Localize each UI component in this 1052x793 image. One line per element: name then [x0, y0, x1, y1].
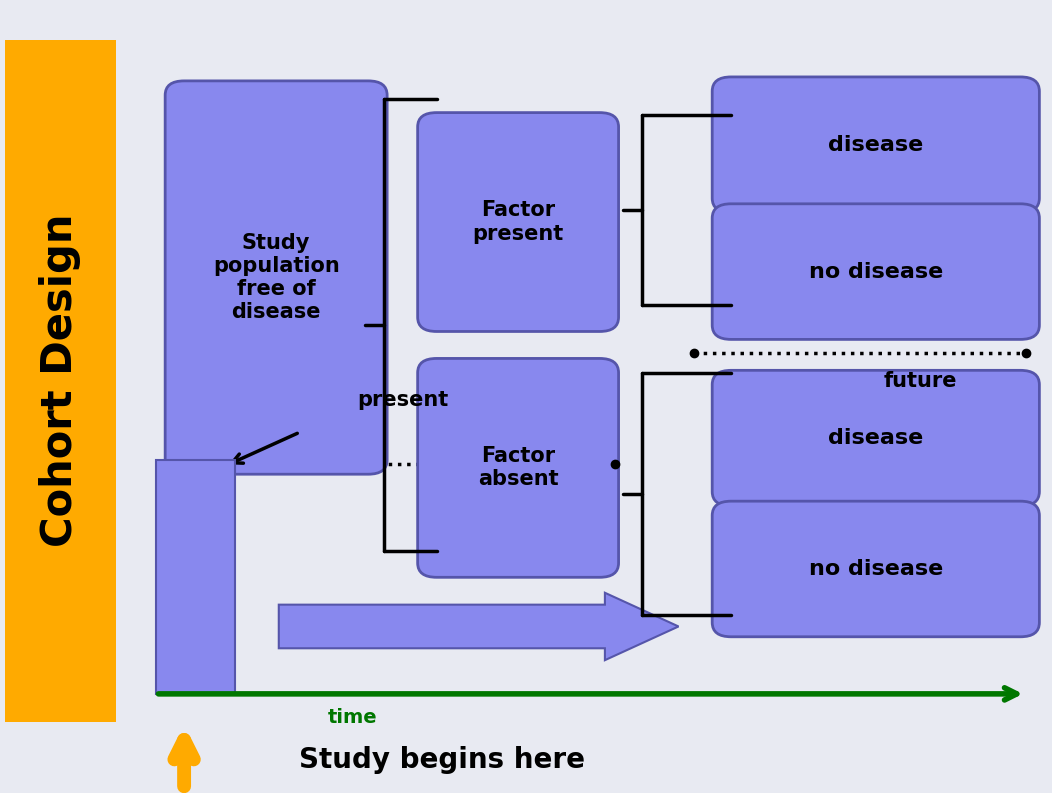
Text: disease: disease [828, 428, 924, 448]
Text: no disease: no disease [809, 559, 943, 579]
FancyArrow shape [279, 593, 679, 660]
Text: disease: disease [828, 135, 924, 155]
Text: Factor
present: Factor present [472, 201, 564, 243]
Text: future: future [884, 370, 957, 391]
FancyBboxPatch shape [418, 113, 619, 331]
Text: Cohort Design: Cohort Design [39, 214, 81, 547]
Text: Study
population
free of
disease: Study population free of disease [213, 233, 340, 322]
FancyBboxPatch shape [165, 81, 387, 474]
Text: time: time [327, 708, 378, 727]
Text: Study begins here: Study begins here [299, 745, 585, 774]
Text: no disease: no disease [809, 262, 943, 282]
FancyBboxPatch shape [712, 77, 1039, 213]
FancyBboxPatch shape [418, 358, 619, 577]
FancyBboxPatch shape [712, 204, 1039, 339]
Text: Factor
absent: Factor absent [478, 446, 559, 489]
FancyBboxPatch shape [712, 370, 1039, 506]
Bar [156, 460, 235, 694]
FancyBboxPatch shape [712, 501, 1039, 637]
Bar [5, 40, 116, 722]
Text: present: present [358, 390, 449, 411]
